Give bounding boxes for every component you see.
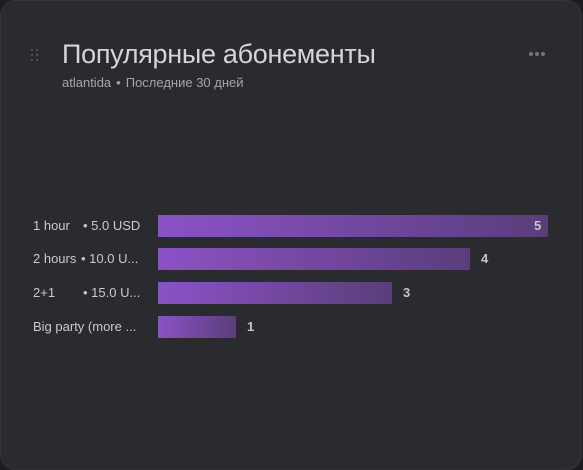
bar-value-label: 3: [403, 285, 411, 300]
bar-value-label: 1: [247, 319, 255, 334]
bar-category-label: 1 hour • 5.0 USD: [33, 216, 140, 236]
account-name: atlantida: [62, 75, 112, 90]
subscription-name: 2+1: [33, 285, 56, 300]
subtitle-separator: •: [116, 75, 121, 90]
more-options-icon[interactable]: [529, 45, 549, 61]
subscription-price: • 10.0 U...: [81, 251, 139, 266]
bar-value-label: 5: [534, 218, 542, 233]
subscription-name: Big party (more ...: [33, 319, 137, 334]
subscription-price: • 5.0 USD: [83, 218, 141, 233]
bar-category-label: Big party (more ...: [33, 317, 136, 337]
drag-handle-icon[interactable]: [31, 49, 39, 63]
card-subtitle: atlantida • Последние 30 дней: [62, 75, 244, 90]
bar[interactable]: [158, 248, 470, 270]
bar[interactable]: [158, 316, 236, 338]
period-label: Последние 30 дней: [125, 75, 244, 90]
subscription-name: 2 hours: [33, 251, 77, 266]
bar[interactable]: [158, 282, 392, 304]
bar[interactable]: [158, 215, 548, 237]
bar-category-label: 2 hours • 10.0 U...: [33, 249, 138, 269]
subscription-price: • 15.0 U...: [83, 285, 141, 300]
card-title: Популярные абонементы: [62, 39, 376, 69]
bar-value-label: 4: [481, 251, 489, 266]
subscriptions-bar-chart: 1 hour • 5.0 USD 5 2 hours • 10.0 U... 4 2+1 • …: [33, 215, 548, 338]
bar-category-label: 2+1 • 15.0 U...: [33, 283, 140, 303]
subscription-name: 1 hour: [33, 218, 70, 233]
